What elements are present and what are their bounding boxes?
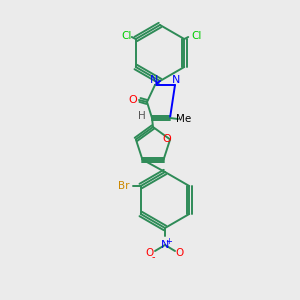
Text: O: O bbox=[163, 134, 172, 144]
Text: O: O bbox=[146, 248, 154, 258]
Text: O: O bbox=[176, 248, 184, 258]
Text: Me: Me bbox=[176, 114, 192, 124]
Text: Cl: Cl bbox=[122, 31, 132, 41]
Text: Br: Br bbox=[118, 181, 130, 191]
Text: Cl: Cl bbox=[191, 31, 201, 41]
Text: O: O bbox=[129, 95, 137, 105]
Text: +: + bbox=[166, 236, 172, 245]
Text: N: N bbox=[172, 75, 180, 85]
Text: N: N bbox=[150, 75, 158, 85]
Text: H: H bbox=[138, 111, 146, 121]
Text: N: N bbox=[161, 240, 169, 250]
Text: -: - bbox=[151, 252, 155, 262]
